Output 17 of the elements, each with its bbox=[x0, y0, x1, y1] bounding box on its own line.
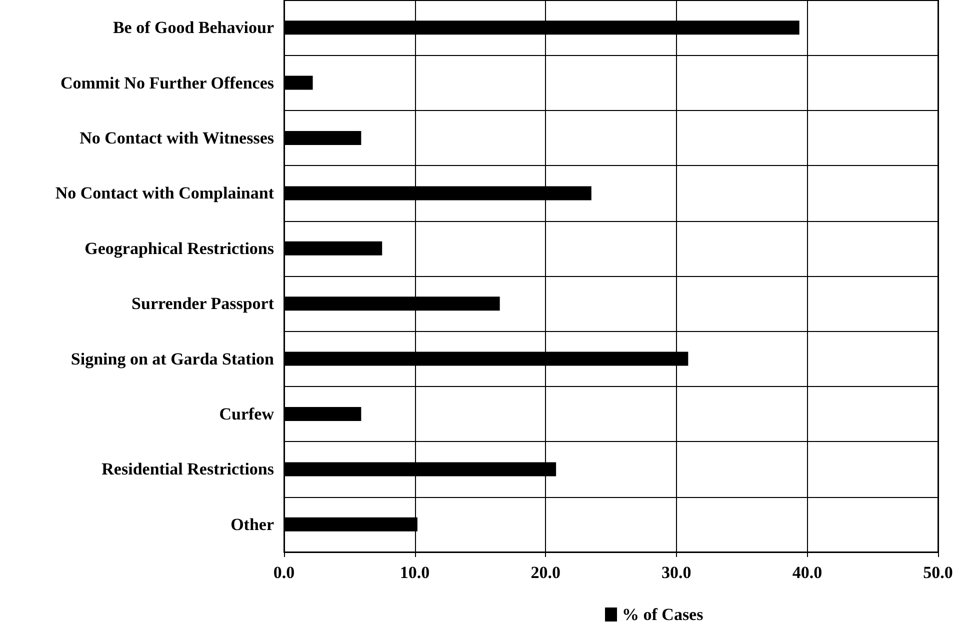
x-tick-label: 40.0 bbox=[792, 563, 822, 582]
x-tick-label: 20.0 bbox=[530, 563, 560, 582]
y-tick-label: Surrender Passport bbox=[132, 294, 274, 314]
y-tick-label: Be of Good Behaviour bbox=[112, 18, 274, 38]
x-tick-label: 50.0 bbox=[923, 563, 953, 582]
y-tick-label: No Contact with Witnesses bbox=[80, 128, 274, 148]
y-tick-label: Commit No Further Offences bbox=[60, 73, 274, 92]
y-tick-label: No Contact with Complainant bbox=[55, 184, 274, 203]
y-tick-label: Curfew bbox=[219, 404, 275, 424]
x-tick-label: 30.0 bbox=[662, 563, 692, 582]
x-tick-label: 0.0 bbox=[273, 563, 295, 582]
y-tick-label: Other bbox=[230, 514, 274, 534]
y-tick-label: Residential Restrictions bbox=[102, 460, 274, 479]
y-tick-label: Signing on at Garda Station bbox=[70, 349, 275, 368]
legend-label: % of Cases bbox=[622, 605, 704, 624]
y-tick-label: Geographical Restrictions bbox=[84, 238, 274, 258]
x-tick-label: 10.0 bbox=[400, 563, 430, 582]
